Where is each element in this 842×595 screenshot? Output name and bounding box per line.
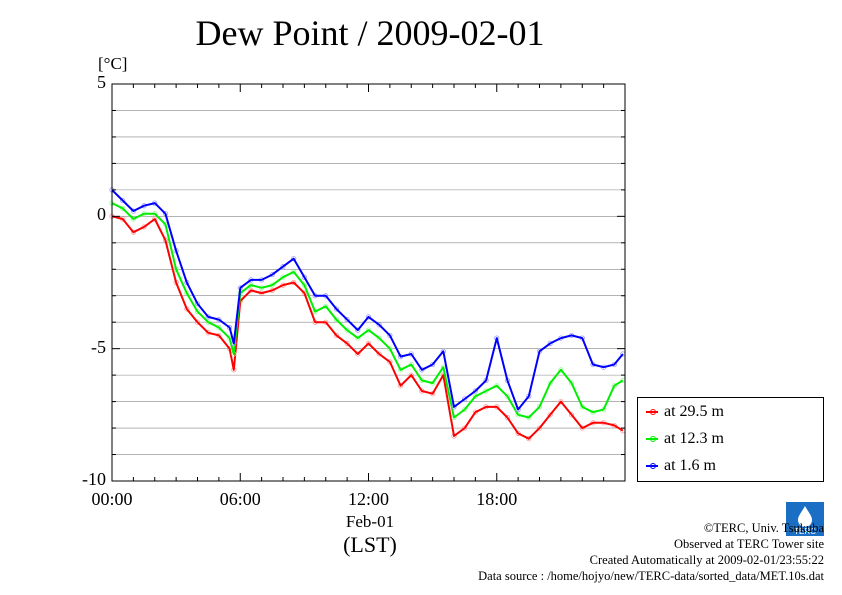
data-point (152, 216, 158, 222)
legend-item-1-6m: at 1.6 m (646, 454, 716, 478)
data-point (462, 396, 468, 402)
x-tick-label: 12:00 (347, 489, 389, 509)
data-point (365, 314, 372, 320)
data-point (280, 264, 286, 270)
data-point (333, 306, 340, 312)
x-axis-timezone-label: (LST) (343, 532, 397, 557)
logo-text: TERC (794, 527, 816, 536)
series-line (111, 215, 624, 440)
series-scatter (109, 213, 626, 442)
data-point (365, 340, 372, 346)
data-point (504, 414, 511, 421)
y-tick-label: 5 (97, 72, 106, 92)
y-tick-label: -10 (82, 469, 106, 489)
series-line (111, 189, 624, 411)
terc-logo: TERC (786, 502, 824, 536)
data-point (291, 256, 297, 262)
data-point (376, 351, 382, 357)
data-point (536, 425, 543, 431)
data-point (376, 335, 382, 341)
x-tick-label: 00:00 (91, 489, 133, 509)
y-axis-unit-label: [°C] (98, 54, 128, 73)
data-point (472, 388, 478, 394)
data-point (504, 393, 511, 399)
axis-ticks (111, 83, 626, 482)
created-timestamp-text: Created Automatically at 2009-02-01/23:5… (589, 553, 824, 567)
data-point (355, 351, 361, 357)
data-point (194, 301, 201, 307)
data-point (462, 406, 468, 413)
y-tick-label: -5 (91, 336, 106, 357)
credits-block: ©TERC, Univ. Tsukuba Observed at TERC To… (478, 520, 824, 584)
x-tick-label: 06:00 (219, 489, 261, 509)
data-point (462, 425, 468, 431)
data-point (365, 327, 372, 333)
data-point (120, 197, 126, 204)
legend-label: at 1.6 m (664, 457, 716, 474)
data-point (344, 316, 350, 323)
data-point (194, 319, 201, 325)
data-point (194, 309, 201, 315)
legend-swatch-blue (646, 463, 658, 469)
legend-swatch-green (646, 436, 658, 442)
series-line (111, 202, 624, 419)
legend-label: at 29.5 m (664, 403, 724, 420)
data-point (558, 398, 564, 405)
x-axis-date-label: Feb-01 (345, 512, 395, 531)
series-group (109, 187, 626, 442)
data-point (130, 208, 136, 214)
data-point (387, 346, 393, 352)
chart-title: Dew Point / 2009-02-01 (195, 13, 545, 53)
data-source-text: Data source : /home/hojyo/new/TERC-data/… (478, 569, 824, 583)
data-point (301, 274, 307, 280)
legend-swatch-red (646, 409, 658, 415)
data-point (408, 372, 414, 378)
legend-item-12-3m: at 12.3 m (646, 427, 724, 451)
data-point (547, 412, 553, 418)
legend-label: at 12.3 m (664, 430, 724, 447)
x-tick-label: 18:00 (476, 489, 518, 509)
data-point (333, 332, 340, 339)
data-point (344, 340, 350, 346)
data-point (515, 430, 521, 436)
series-scatter (109, 187, 626, 413)
data-point (419, 367, 425, 373)
legend-item-29-5m: at 29.5 m (646, 400, 724, 424)
data-point (376, 322, 382, 328)
data-point (558, 367, 564, 373)
data-point (269, 271, 275, 278)
data-point (344, 327, 350, 333)
data-point (333, 316, 340, 323)
data-point (355, 327, 361, 333)
copyright-text: ©TERC, Univ. Tsukuba (703, 521, 824, 535)
legend: at 29.5 m at 12.3 m at 1.6 m (637, 397, 824, 482)
data-point (387, 332, 393, 339)
observation-site-text: Observed at TERC Tower site (673, 537, 824, 551)
data-point (568, 412, 575, 418)
y-tick-label: 0 (97, 204, 106, 225)
data-point (355, 335, 361, 341)
